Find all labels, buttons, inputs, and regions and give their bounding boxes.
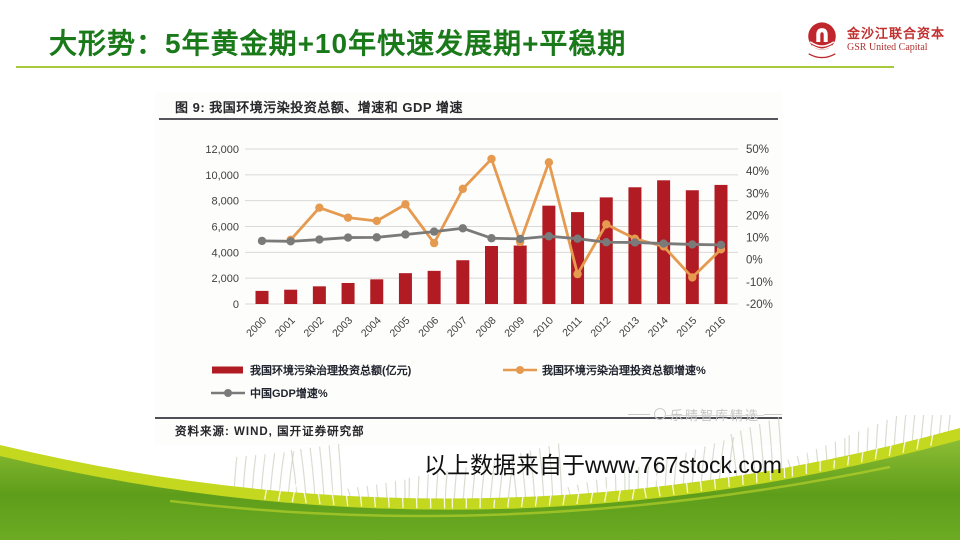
figure-title-divider [159,118,778,120]
source-note: 资料来源: WIND, 国开证券研究部 [175,426,365,438]
legend-swatch-bar [212,366,243,374]
svg-text:2011: 2011 [560,315,585,340]
svg-text:4,000: 4,000 [211,247,239,259]
svg-text:2008: 2008 [474,315,499,340]
legend-item-investment-growth: 我国环境污染治理投资总额增速% [503,362,706,378]
svg-text:2007: 2007 [445,315,470,340]
svg-text:2015: 2015 [674,315,699,340]
wave-highlight [169,465,891,518]
svg-text:2000: 2000 [244,315,269,340]
svg-text:0%: 0% [746,255,763,267]
data-source-note: 以上数据来自于www.767stock.com [424,452,782,478]
line-gdp-growth [257,224,726,250]
x-axis-year-labels: 2000 2001 2002 2003 2004 2005 2006 2007 2008 2009… [244,315,728,340]
svg-text:2016: 2016 [703,315,728,340]
watermark-icon [654,408,666,420]
svg-text:6,000: 6,000 [211,222,239,234]
company-logo-icon [808,22,836,59]
figure-9-chart-card: 图 9: 我国环境污染投资总额、增速和 GDP 增速 0 2,000 4,000 6,… [155,92,782,445]
legend-label: 中国GDP增速% [250,388,328,400]
svg-text:2005: 2005 [388,315,413,340]
watermark-line [628,413,650,415]
svg-text:12,000: 12,000 [205,144,239,156]
svg-text:2014: 2014 [646,315,671,340]
svg-text:2010: 2010 [531,315,556,340]
chart-legend: 我国环境污染治理投资总额(亿元) 我国环境污染治理投资总额增速% 中 [211,362,771,408]
chart-plot: 0 2,000 4,000 6,000 8,000 10,000 12,000 -20% -10… [205,144,773,340]
legend-row-2: 中国GDP增速% [211,385,771,401]
svg-text:50%: 50% [746,144,769,156]
svg-text:-10%: -10% [746,277,773,289]
svg-text:2009: 2009 [502,315,527,340]
legend-row-1: 我国环境污染治理投资总额(亿元) 我国环境污染治理投资总额增速% [211,362,771,378]
company-logo-text: 金沙江联合资本 GSR United Capital [847,25,946,53]
svg-text:0: 0 [233,299,239,311]
svg-text:2012: 2012 [588,315,613,340]
watermark-strike [666,414,765,416]
figure-title: 图 9: 我国环境污染投资总额、增速和 GDP 增速 [175,100,463,115]
watermark-line [764,413,783,415]
legend-item-investment-total: 我国环境污染治理投资总额(亿元) [211,362,503,378]
wave-body [0,440,960,540]
svg-text:2013: 2013 [617,315,642,340]
svg-text:2002: 2002 [301,315,326,340]
svg-text:2001: 2001 [273,315,298,340]
legend-swatch-gray-line [211,389,245,397]
svg-text:2004: 2004 [359,315,384,340]
source-divider [155,417,782,419]
legend-label: 我国环境污染治理投资总额增速% [542,365,706,377]
page-title: 大形势：5年黄金期+10年快速发展期+平稳期 [49,28,627,59]
legend-swatch-orange-line [503,366,537,374]
svg-text:8,000: 8,000 [211,196,239,208]
svg-text:10%: 10% [746,233,769,245]
company-name-cn: 金沙江联合资本 [847,25,946,41]
grass-texture-front [264,429,935,509]
svg-text:2,000: 2,000 [211,273,239,285]
legend-label: 我国环境污染治理投资总额(亿元) [250,365,412,377]
watermark-text: 乐晴智库精选 [666,405,765,424]
svg-text:2003: 2003 [330,315,355,340]
legend-item-gdp-growth: 中国GDP增速% [211,385,328,401]
svg-text:20%: 20% [746,210,769,222]
svg-text:10,000: 10,000 [205,170,239,182]
svg-text:2006: 2006 [416,315,441,340]
company-name-en: GSR United Capital [847,41,928,53]
right-axis-labels: -20% -10% 0% 10% 20% 30% 40% 50% [746,144,773,311]
title-divider [16,66,894,68]
svg-text:-20%: -20% [746,299,773,311]
company-logo: 金沙江联合资本 GSR United Capital [803,20,945,60]
svg-text:30%: 30% [746,188,769,200]
svg-text:40%: 40% [746,166,769,178]
watermark: 乐晴智库精选 [628,404,834,424]
bottom-wave-decoration [0,415,960,540]
